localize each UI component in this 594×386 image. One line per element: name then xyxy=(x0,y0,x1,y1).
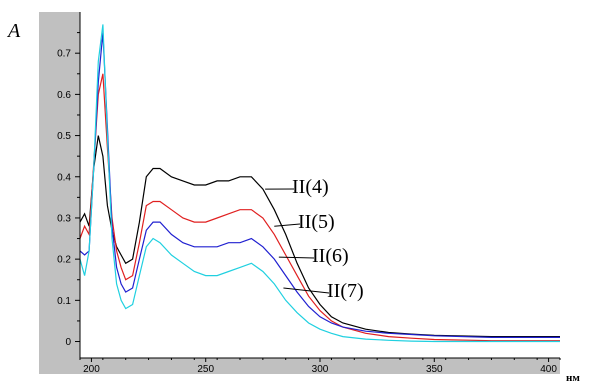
series-labels: II(4) II(5) II(6) II(7) xyxy=(292,176,364,302)
series-layer xyxy=(79,24,560,343)
y-tick-label: 0.6 xyxy=(57,90,71,101)
y-tick-label: 0.2 xyxy=(57,255,71,266)
label-leader-3 xyxy=(283,287,330,294)
y-axis-title: A xyxy=(6,20,21,42)
series-line-ii7 xyxy=(79,24,560,343)
x-tick-label: 400 xyxy=(540,364,557,375)
label-leader-1 xyxy=(274,223,301,227)
x-axis-ticks: 200 250 300 350 400 xyxy=(79,357,561,375)
y-tick-label: 0.5 xyxy=(57,131,71,142)
series-label: II(7) xyxy=(327,280,364,302)
series-label: II(5) xyxy=(298,211,335,233)
x-tick-label: 250 xyxy=(197,364,214,375)
label-leader-2 xyxy=(278,256,315,259)
y-tick-label: 0.3 xyxy=(57,213,71,224)
y-tick-label: 0.1 xyxy=(57,296,71,307)
x-axis-unit: нм xyxy=(566,372,580,384)
series-label: II(6) xyxy=(312,245,349,267)
y-axis-ticks: 0 0.1 0.2 0.3 0.4 0.5 0.6 0.7 xyxy=(57,12,81,358)
y-tick-label: 0.4 xyxy=(57,172,71,183)
label-leaders xyxy=(265,188,330,294)
series-line-ii4 xyxy=(79,135,560,338)
series-label: II(4) xyxy=(292,176,329,198)
y-tick-label: 0.7 xyxy=(57,49,71,60)
x-tick-label: 300 xyxy=(312,364,329,375)
x-tick-label: 350 xyxy=(426,364,443,375)
plot-area xyxy=(80,12,560,358)
x-tick-label: 200 xyxy=(83,364,100,375)
y-tick-label: 0 xyxy=(65,337,71,348)
